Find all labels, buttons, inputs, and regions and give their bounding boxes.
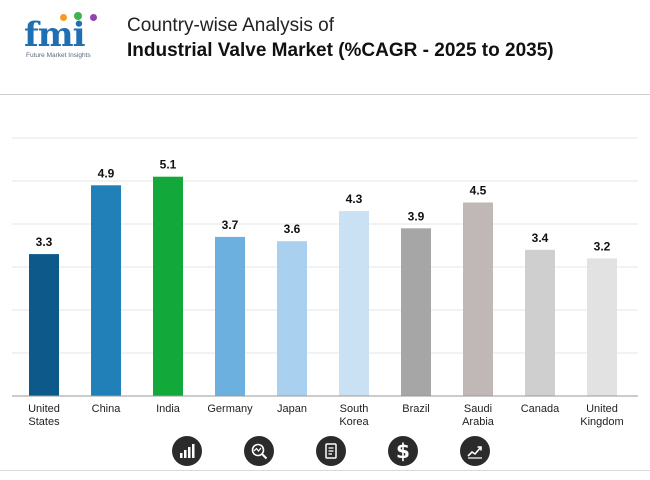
growth-chart-icon xyxy=(460,436,490,466)
footer-divider xyxy=(0,470,650,471)
category-label: South Korea xyxy=(339,403,369,428)
category-label: Japan xyxy=(277,403,307,415)
data-label: 5.1 xyxy=(160,158,177,172)
logo-wordmark: fmi xyxy=(24,15,86,55)
category-label: China xyxy=(92,403,122,415)
logo-tagline: Future Market Insights xyxy=(26,52,91,59)
data-label: 3.9 xyxy=(408,209,425,223)
bar xyxy=(29,254,59,396)
bar-chart-icon xyxy=(172,436,202,466)
bar xyxy=(277,241,307,396)
data-label: 4.9 xyxy=(98,166,115,180)
category-label: Brazil xyxy=(402,403,430,415)
fmi-logo: fmi Future Market Insights xyxy=(22,12,108,64)
chart-title-line1: Country-wise Analysis of xyxy=(127,15,334,36)
bar xyxy=(153,176,183,396)
footer-icon-row: $ xyxy=(0,436,650,470)
chart-title-line2: Industrial Valve Market (%CAGR - 2025 to… xyxy=(127,40,554,61)
bar xyxy=(587,258,617,396)
dollar-icon: $ xyxy=(388,436,418,466)
category-label: Germany xyxy=(207,403,253,415)
bar xyxy=(91,185,121,396)
category-label: India xyxy=(156,403,181,415)
magnifier-chart-icon xyxy=(244,436,274,466)
data-label: 3.3 xyxy=(36,235,53,249)
bar-chart: 3.3 United States 4.9 China 5.1 India 3.7 German… xyxy=(12,137,638,428)
logo-dot-green xyxy=(74,12,82,20)
bar xyxy=(401,228,431,396)
data-label: 3.7 xyxy=(222,218,239,232)
bar xyxy=(339,211,369,396)
data-label: 4.3 xyxy=(346,192,363,206)
category-label: United Kingdom xyxy=(580,403,623,428)
data-label: 3.2 xyxy=(594,239,611,253)
document-icon xyxy=(316,436,346,466)
category-label: United States xyxy=(28,403,60,428)
data-label: 4.5 xyxy=(470,184,487,198)
bar xyxy=(215,236,245,396)
logo-dot-purple xyxy=(90,14,97,21)
category-label: Canada xyxy=(521,403,560,415)
header-divider xyxy=(0,94,650,95)
bar xyxy=(525,249,555,396)
data-label: 3.6 xyxy=(284,222,301,236)
dollar-glyph: $ xyxy=(396,439,410,463)
data-label: 3.4 xyxy=(532,231,549,245)
bar xyxy=(463,202,493,396)
logo-dot-orange xyxy=(60,14,67,21)
category-label: Saudi Arabia xyxy=(462,403,495,428)
